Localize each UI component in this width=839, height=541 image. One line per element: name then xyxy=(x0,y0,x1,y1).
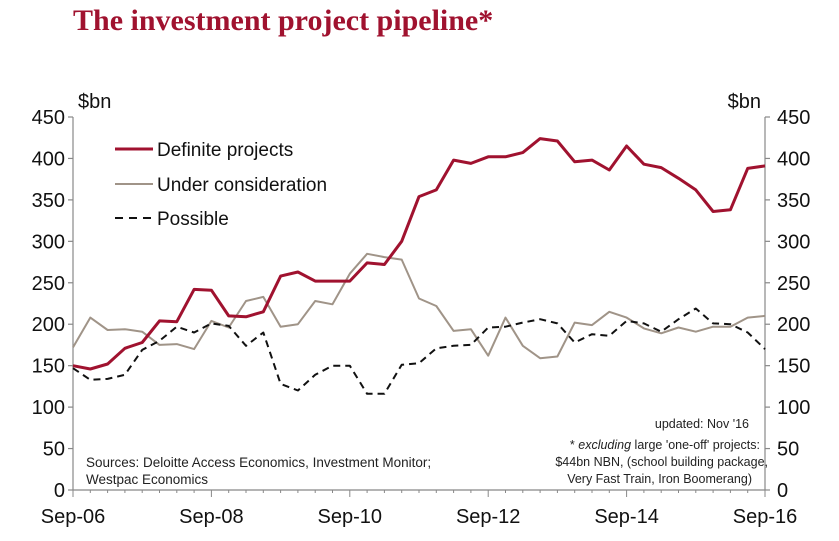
y-tick-label-right: 450 xyxy=(777,107,810,129)
legend-label: Under consideration xyxy=(157,175,327,196)
footnote-line-3: Very Fast Train, Iron Boomerang) xyxy=(567,472,752,486)
footnote-line-1: * excluding large 'one-off' projects: xyxy=(570,438,760,452)
legend: Definite projects Under consideration Poss… xyxy=(115,140,327,230)
y-tick-label-left: 450 xyxy=(32,107,65,129)
y-tick-label-right: 250 xyxy=(777,273,810,295)
x-tick-label: Sep-12 xyxy=(456,506,521,528)
y-tick-label-right: 200 xyxy=(777,314,810,336)
y-tick-label-right: 350 xyxy=(777,190,810,212)
x-axis: Sep-06 Sep-08 Sep-10 Sep-12 Sep-14 Sep-16 xyxy=(41,490,798,528)
y-tick-label-right: 300 xyxy=(777,231,810,253)
plot-frame xyxy=(72,117,766,491)
x-tick-label: Sep-14 xyxy=(594,506,659,528)
y-tick-label-right: 50 xyxy=(777,439,799,461)
series-lines xyxy=(72,137,766,395)
x-tick-label: Sep-06 xyxy=(41,506,106,528)
y-tick-label-left: 250 xyxy=(32,273,65,295)
footnote-star: * xyxy=(570,438,578,452)
x-tick-label: Sep-10 xyxy=(318,506,383,528)
x-tick-label: Sep-08 xyxy=(179,506,244,528)
footnote-italic: excluding xyxy=(578,438,631,452)
y-axis-left: 0 50 100 150 200 250 300 350 400 450 xyxy=(32,107,73,502)
y-tick-label-left: 350 xyxy=(32,190,65,212)
series-line-under-consideration xyxy=(72,252,766,360)
y-axis-right: 0 50 100 150 200 250 300 350 400 450 xyxy=(765,107,810,502)
footnote-line-2: $44bn NBN, (school building package, xyxy=(555,455,768,469)
y-tick-label-left: 400 xyxy=(32,148,65,170)
legend-label: Definite projects xyxy=(157,140,293,161)
y-tick-label-right: 400 xyxy=(777,148,810,170)
y-tick-label-right: 0 xyxy=(777,480,788,502)
y-tick-label-left: 200 xyxy=(32,314,65,336)
legend-label: Possible xyxy=(157,209,229,230)
y-tick-label-right: 150 xyxy=(777,356,810,378)
y-unit-label-left: $bn xyxy=(78,91,111,113)
series-line-definite-projects xyxy=(72,137,766,371)
y-tick-label-left: 300 xyxy=(32,231,65,253)
footnote-rest: large 'one-off' projects: xyxy=(631,438,760,452)
y-unit-label-right: $bn xyxy=(728,91,761,113)
y-tick-label-left: 150 xyxy=(32,356,65,378)
sources-line-1: Sources: Deloitte Access Economics, Inve… xyxy=(86,455,431,470)
chart-title: The investment project pipeline* xyxy=(73,4,494,37)
sources-line-2: Westpac Economics xyxy=(86,472,208,487)
y-tick-label-left: 100 xyxy=(32,397,65,419)
y-tick-label-left: 0 xyxy=(54,480,65,502)
x-tick-label: Sep-16 xyxy=(733,506,798,528)
y-tick-label-left: 50 xyxy=(43,439,65,461)
y-tick-label-right: 100 xyxy=(777,397,810,419)
updated-note: updated: Nov '16 xyxy=(655,417,749,431)
